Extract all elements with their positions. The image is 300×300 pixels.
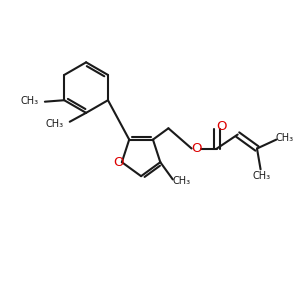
Text: CH₃: CH₃ [276,133,294,143]
Text: CH₃: CH₃ [45,119,63,129]
Text: O: O [216,120,226,133]
Text: O: O [191,142,201,155]
Text: O: O [113,156,124,169]
Text: CH₃: CH₃ [20,96,38,106]
Text: CH₃: CH₃ [172,176,190,186]
Text: CH₃: CH₃ [253,171,271,181]
